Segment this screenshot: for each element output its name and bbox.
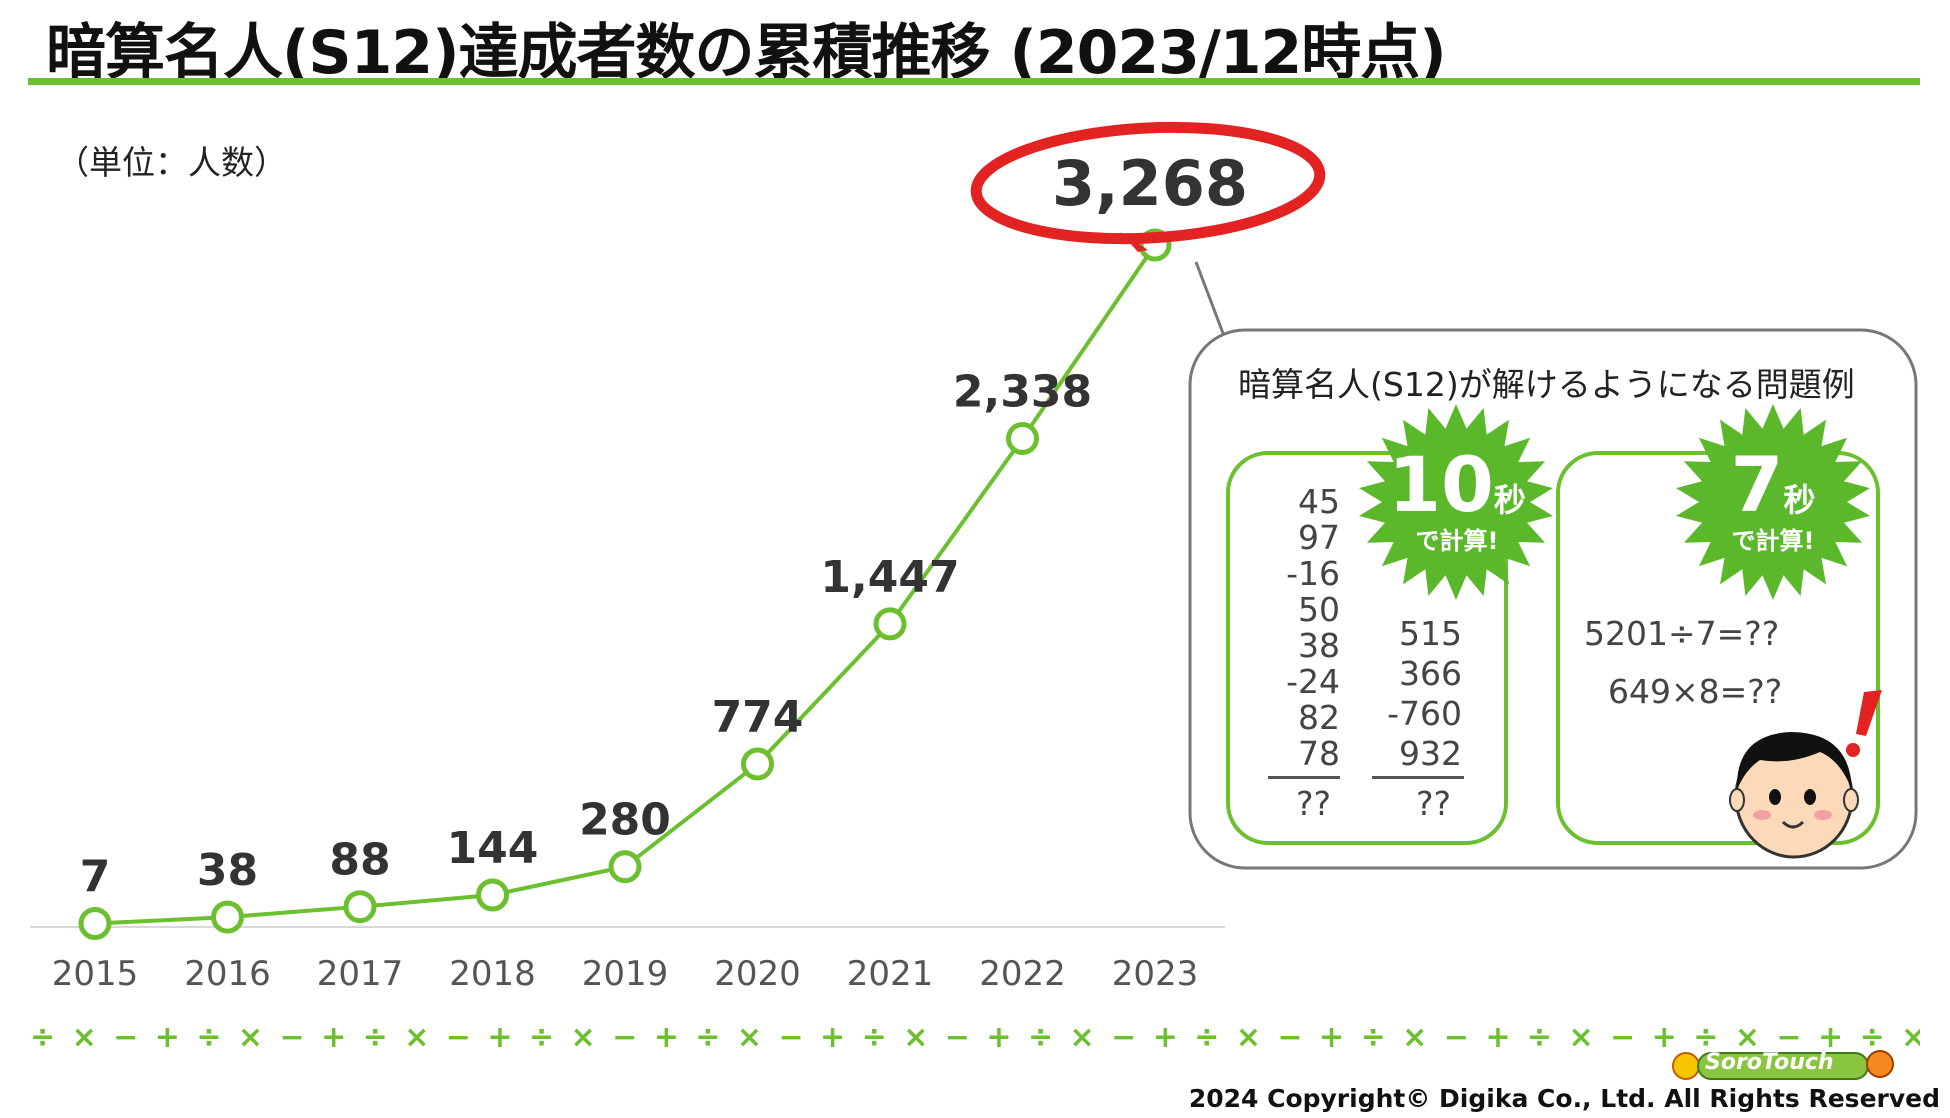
division-problem: 5201÷7=?? xyxy=(1584,614,1780,653)
data-label-2019: 280 xyxy=(579,795,671,846)
problem-number: 932 xyxy=(1399,734,1462,773)
callout-title: 暗算名人(S12)が解けるようになる問題例 xyxy=(1238,365,1855,404)
badge-10s: 10秒 で計算! xyxy=(1382,447,1532,556)
answer-2: ?? xyxy=(1416,784,1452,823)
data-label-2020: 774 xyxy=(712,692,804,743)
data-point-2020 xyxy=(741,747,774,781)
x-tick-2017: 2017 xyxy=(317,954,404,994)
badge-burst-7s xyxy=(1676,404,1870,600)
badge-7s: 7秒 で計算! xyxy=(1698,447,1848,556)
multiplication-problem: 649×8=?? xyxy=(1608,672,1783,711)
data-point-2021 xyxy=(873,607,907,641)
x-tick-2023: 2023 xyxy=(1112,954,1199,994)
badge-number: 10 xyxy=(1388,440,1494,529)
problem-number: 50 xyxy=(1298,590,1340,629)
problem-number: 78 xyxy=(1298,734,1340,773)
badge-unit: 秒 xyxy=(1493,481,1526,519)
exclamation-icon xyxy=(1846,690,1882,757)
x-tick-2015: 2015 xyxy=(52,954,139,994)
data-label-2018: 144 xyxy=(447,823,539,874)
problem-number: 38 xyxy=(1298,626,1340,665)
answer-1: ?? xyxy=(1296,784,1332,823)
logo-text: SoroTouch xyxy=(1705,1050,1834,1075)
page-title: 暗算名人(S12)達成者数の累積推移 (2023/12時点) xyxy=(46,18,1447,88)
badge-unit: 秒 xyxy=(1783,481,1816,519)
highlight-pointer xyxy=(1120,232,1148,252)
data-point-2017 xyxy=(343,890,377,924)
boy-face-icon xyxy=(1729,732,1859,859)
problem-number: 366 xyxy=(1399,654,1462,693)
data-label-2017: 88 xyxy=(329,835,390,886)
badge-sub: で計算! xyxy=(1731,527,1815,555)
badge-number: 7 xyxy=(1730,440,1784,529)
x-tick-2018: 2018 xyxy=(449,954,536,994)
footer-math-pattern: ÷ × − + ÷ × − + ÷ × − + ÷ × − + ÷ × − + … xyxy=(30,1020,1920,1054)
sum-line-1 xyxy=(1268,776,1340,779)
x-tick-2021: 2021 xyxy=(847,954,934,994)
problem-column-2: 515 366 -760 932 xyxy=(1372,614,1462,774)
problem-column-1: 45 97 -16 50 38 -24 82 78 xyxy=(1270,484,1340,772)
data-label-2023: 3,268 xyxy=(1052,147,1248,220)
problem-number: -24 xyxy=(1286,662,1340,701)
problem-number: 97 xyxy=(1298,518,1340,557)
problem-number: -760 xyxy=(1387,694,1462,733)
badge-sub: で計算! xyxy=(1415,527,1499,555)
x-tick-2022: 2022 xyxy=(979,954,1066,994)
data-labels: 7 38 88 144 280 774 1,447 2,338 3,268 xyxy=(80,147,1248,903)
x-tick-2020: 2020 xyxy=(714,954,801,994)
data-label-2015: 7 xyxy=(80,852,111,903)
badge-burst-10s xyxy=(1359,404,1553,600)
data-label-2021: 1,447 xyxy=(820,552,959,603)
problem-number: 515 xyxy=(1399,614,1462,653)
highlight-ellipse xyxy=(970,121,1326,245)
data-label-2016: 38 xyxy=(197,845,258,896)
data-label-2022: 2,338 xyxy=(953,367,1092,418)
sorotouch-logo xyxy=(1672,1050,1894,1080)
data-point-2016 xyxy=(211,900,244,934)
sum-line-2 xyxy=(1372,776,1464,779)
problem-number: 45 xyxy=(1298,482,1340,521)
problem-number: -16 xyxy=(1286,554,1340,593)
title-underline xyxy=(28,78,1920,85)
data-point-2018 xyxy=(476,878,509,912)
data-points xyxy=(78,228,1172,941)
copyright-text: 2024 Copyright© Digika Co., Ltd. All Rig… xyxy=(1188,1084,1940,1113)
data-point-2022 xyxy=(1006,422,1039,456)
x-tick-2019: 2019 xyxy=(582,954,669,994)
unit-label: （単位：人数） xyxy=(56,143,287,182)
data-point-2019 xyxy=(608,850,642,884)
data-point-2015 xyxy=(78,907,112,941)
x-tick-2016: 2016 xyxy=(184,954,271,994)
problem-number: 82 xyxy=(1298,698,1340,737)
x-tick-labels: 2015 2016 2017 2018 2019 2020 2021 2022 2023 xyxy=(52,954,1199,994)
